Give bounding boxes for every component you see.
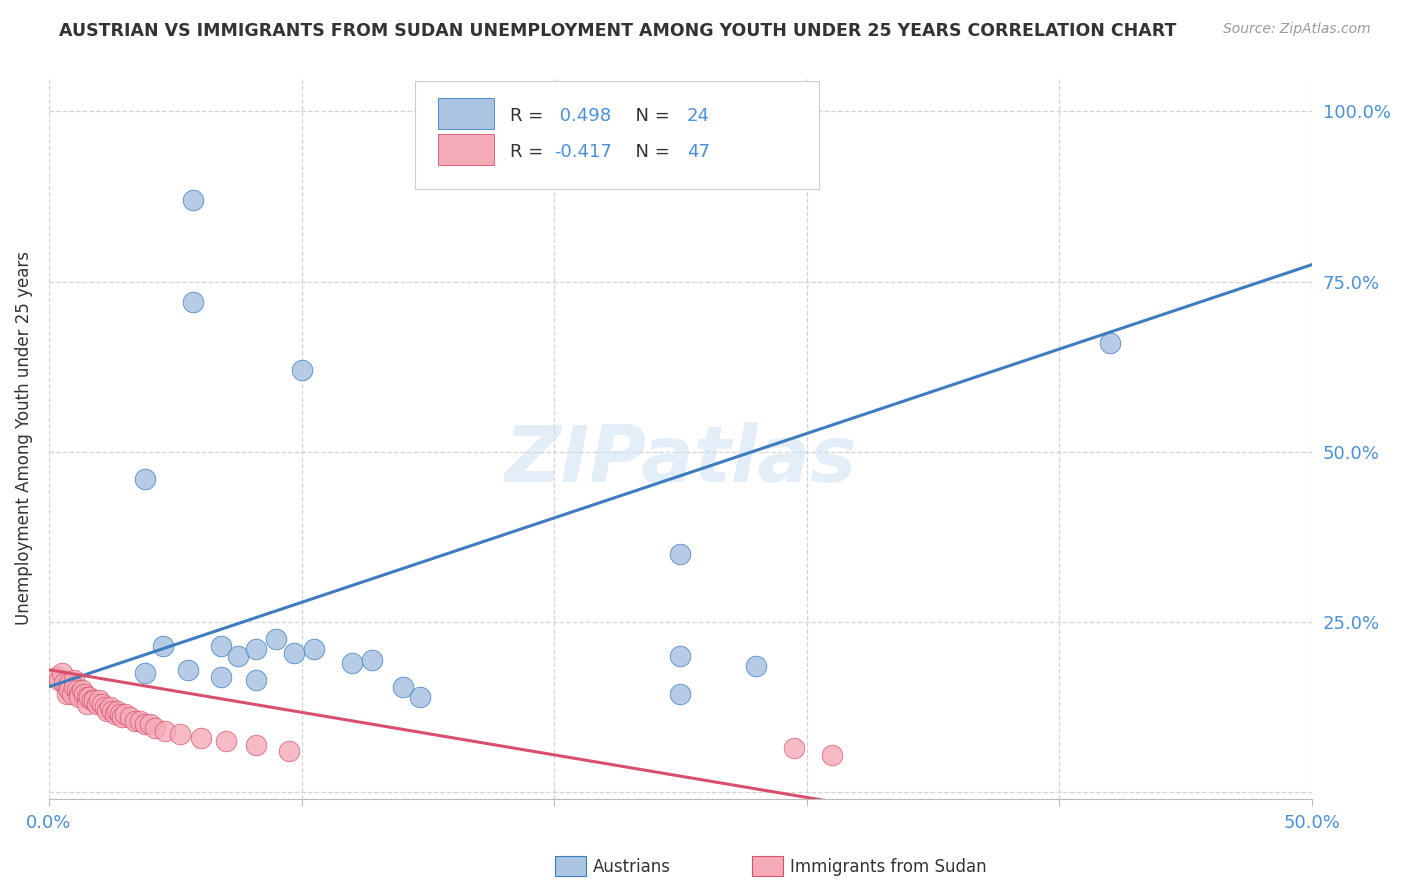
Point <box>58 676 80 690</box>
Point <box>55 680 77 694</box>
Point <box>67 687 90 701</box>
Point <box>209 639 232 653</box>
Point <box>669 649 692 664</box>
Point <box>391 680 413 694</box>
Point <box>409 690 432 704</box>
Point <box>93 700 115 714</box>
Point <box>1098 335 1121 350</box>
Text: Immigrants from Sudan: Immigrants from Sudan <box>790 858 987 876</box>
Point <box>245 642 267 657</box>
FancyBboxPatch shape <box>415 81 820 189</box>
Point <box>105 704 128 718</box>
Point <box>104 706 127 721</box>
Point <box>283 646 305 660</box>
Point <box>58 683 80 698</box>
Text: AUSTRIAN VS IMMIGRANTS FROM SUDAN UNEMPLOYMENT AMONG YOUTH UNDER 25 YEARS CORREL: AUSTRIAN VS IMMIGRANTS FROM SUDAN UNEMPL… <box>59 22 1177 40</box>
Point <box>86 697 108 711</box>
Point <box>190 731 212 745</box>
Point <box>215 734 238 748</box>
Point <box>98 700 121 714</box>
Text: ZIPatlas: ZIPatlas <box>505 422 856 498</box>
Point <box>79 690 101 704</box>
Point <box>181 295 204 310</box>
Point <box>124 714 146 728</box>
Point <box>139 717 162 731</box>
Point <box>290 363 312 377</box>
Point <box>108 706 131 721</box>
Text: N =: N = <box>624 143 675 161</box>
Point <box>361 652 384 666</box>
Point <box>96 704 118 718</box>
Point <box>76 697 98 711</box>
Point <box>67 690 90 704</box>
Point <box>266 632 288 647</box>
Point <box>669 687 692 701</box>
Point <box>245 673 267 687</box>
Point <box>277 744 299 758</box>
Point <box>83 693 105 707</box>
Text: Austrians: Austrians <box>593 858 671 876</box>
Point <box>51 666 73 681</box>
Point <box>821 747 844 762</box>
Text: 0.498: 0.498 <box>554 107 612 125</box>
Point <box>111 710 134 724</box>
Point <box>76 690 98 704</box>
Point <box>153 724 176 739</box>
Text: N =: N = <box>624 107 675 125</box>
Point <box>177 663 200 677</box>
FancyBboxPatch shape <box>437 97 494 129</box>
Point <box>669 547 692 561</box>
Point <box>228 649 250 664</box>
Point <box>45 669 67 683</box>
Point <box>70 683 93 698</box>
Point <box>152 639 174 653</box>
Point <box>53 676 76 690</box>
Point <box>101 704 124 718</box>
Text: R =: R = <box>510 107 548 125</box>
Y-axis label: Unemployment Among Youth under 25 years: Unemployment Among Youth under 25 years <box>15 252 32 625</box>
Point <box>63 673 86 687</box>
Text: 24: 24 <box>686 107 710 125</box>
Point <box>340 656 363 670</box>
Point <box>134 717 156 731</box>
Text: 47: 47 <box>686 143 710 161</box>
Point <box>169 727 191 741</box>
FancyBboxPatch shape <box>437 134 494 166</box>
Text: R =: R = <box>510 143 548 161</box>
Point <box>209 669 232 683</box>
Point <box>181 193 204 207</box>
Point <box>66 683 89 698</box>
Text: Source: ZipAtlas.com: Source: ZipAtlas.com <box>1223 22 1371 37</box>
Point <box>134 472 156 486</box>
Point <box>783 741 806 756</box>
Point <box>91 697 114 711</box>
Point <box>745 659 768 673</box>
Point <box>60 687 83 701</box>
Point <box>302 642 325 657</box>
Point <box>48 673 70 687</box>
Point <box>80 693 103 707</box>
Point <box>118 710 141 724</box>
Point <box>73 687 96 701</box>
Point <box>63 680 86 694</box>
Point <box>114 706 136 721</box>
Point <box>89 693 111 707</box>
Point <box>129 714 152 728</box>
Point <box>143 721 166 735</box>
Point <box>55 687 77 701</box>
Text: -0.417: -0.417 <box>554 143 612 161</box>
Point <box>134 666 156 681</box>
Point <box>245 738 267 752</box>
